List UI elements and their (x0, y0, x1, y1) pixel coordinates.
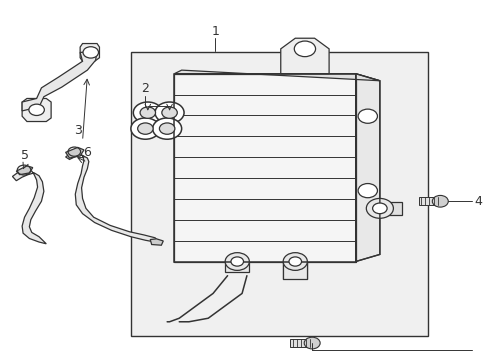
Circle shape (230, 257, 243, 266)
Polygon shape (280, 38, 328, 74)
Polygon shape (12, 169, 46, 244)
Circle shape (283, 253, 307, 270)
Polygon shape (283, 261, 307, 279)
Polygon shape (418, 197, 439, 205)
Polygon shape (355, 74, 379, 261)
Polygon shape (290, 339, 311, 347)
Polygon shape (80, 44, 99, 61)
Circle shape (83, 47, 98, 58)
Circle shape (155, 102, 183, 123)
Circle shape (372, 203, 386, 214)
Circle shape (159, 123, 175, 134)
Circle shape (357, 184, 377, 198)
Circle shape (224, 253, 249, 270)
Polygon shape (174, 74, 355, 261)
Circle shape (162, 107, 177, 118)
Polygon shape (65, 147, 84, 158)
Polygon shape (379, 202, 401, 215)
Circle shape (431, 195, 447, 207)
Text: 2: 2 (141, 82, 149, 95)
Text: 3: 3 (74, 125, 81, 138)
Polygon shape (150, 239, 163, 245)
Circle shape (29, 104, 44, 116)
Polygon shape (65, 152, 160, 243)
Text: 5: 5 (20, 149, 28, 162)
Polygon shape (22, 52, 97, 111)
Circle shape (304, 337, 320, 349)
Circle shape (140, 107, 155, 118)
Circle shape (288, 257, 301, 266)
Circle shape (294, 41, 315, 57)
Circle shape (366, 198, 393, 218)
Polygon shape (16, 166, 33, 175)
Polygon shape (22, 99, 51, 122)
Polygon shape (174, 70, 379, 81)
Text: 4: 4 (473, 195, 481, 208)
Circle shape (357, 109, 377, 123)
Circle shape (131, 118, 160, 139)
Text: 1: 1 (211, 25, 219, 38)
Circle shape (138, 123, 153, 134)
Circle shape (133, 102, 162, 123)
Text: 6: 6 (83, 146, 91, 159)
Bar (131, 53, 427, 336)
Circle shape (152, 118, 181, 139)
Polygon shape (224, 261, 249, 272)
